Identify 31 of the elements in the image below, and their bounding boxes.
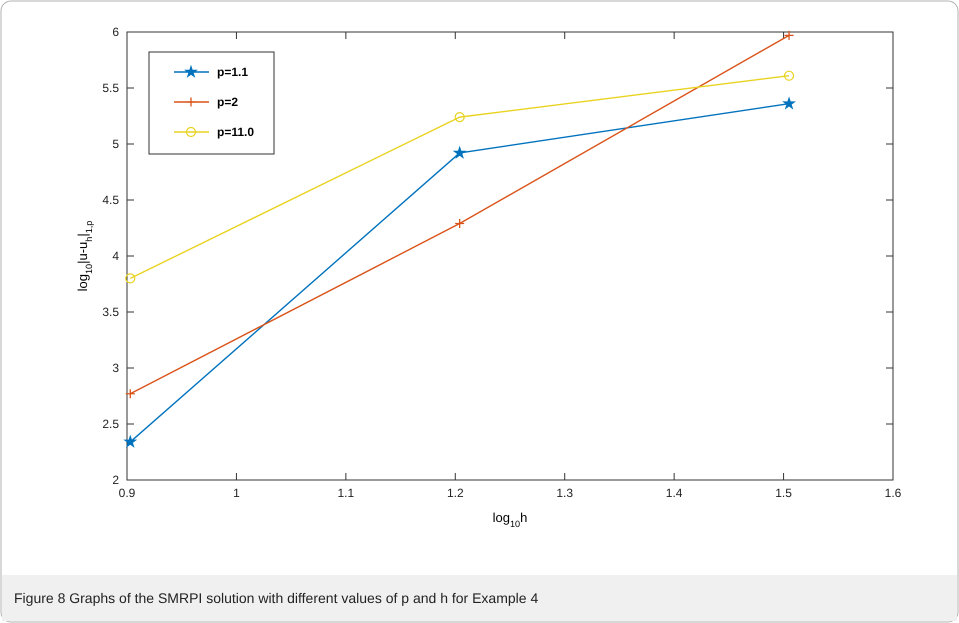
x-tick-label: 1.2 <box>446 486 464 500</box>
x-tick-label: 1.6 <box>884 486 902 500</box>
y-tick-label: 3.5 <box>102 305 120 319</box>
caption: Figure 8 Graphs of the SMRPI solution with different values of p and h for Example 4 <box>14 590 538 606</box>
legend-label: p=1.1 <box>217 65 248 79</box>
y-tick-label: 4.5 <box>102 193 120 207</box>
x-tick-label: 1.4 <box>666 486 683 500</box>
point <box>782 97 796 110</box>
point <box>453 146 466 158</box>
point <box>784 30 794 41</box>
legend-label: p=11.0 <box>217 125 254 139</box>
y-tick-label: 5 <box>112 137 120 151</box>
x-axis-title: log$_{10}$h <box>492 510 528 529</box>
y-tick-label: 2 <box>112 473 120 487</box>
point <box>784 70 794 81</box>
y-tick-label: 6 <box>112 25 120 39</box>
x-tick-label: 1.1 <box>338 486 355 500</box>
y-tick-label: 2.5 <box>102 417 120 431</box>
x-tick-label: 1.3 <box>556 486 574 500</box>
point <box>454 218 465 229</box>
point <box>454 112 465 122</box>
y-tick-label: 4 <box>112 249 120 263</box>
point <box>125 273 136 284</box>
x-tick-label: 0.9 <box>118 486 136 500</box>
legend-label: p=2 <box>217 95 238 109</box>
point <box>124 435 137 448</box>
x-tick-label: 1 <box>233 486 240 500</box>
y-tick-label: 3 <box>112 361 120 375</box>
y-tick-label: 5.5 <box>102 81 120 95</box>
point <box>125 388 136 399</box>
x-tick-label: 1.5 <box>775 486 792 500</box>
